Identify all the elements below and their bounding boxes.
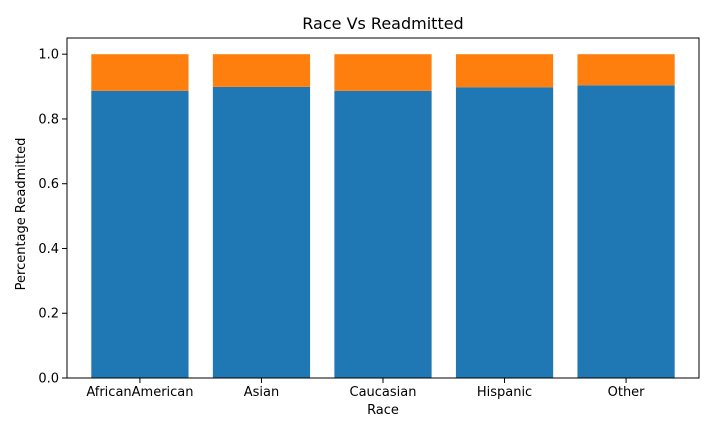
x-tick-label-hispanic: Hispanic	[477, 385, 532, 400]
bar-other-segment-1	[577, 85, 675, 379]
bar-asian-segment-2	[212, 54, 311, 87]
x-axis-ticks: AfricanAmerican Asian Caucasian Hispanic Oth…	[86, 378, 645, 400]
y-axis-ticks: 0.0 0.2 0.4 0.6 0.8 1.0	[38, 48, 67, 387]
bar-africanamerican-segment-2	[91, 54, 189, 91]
bar-hispanic-segment-2	[455, 54, 554, 88]
bar-hispanic-segment-1	[455, 87, 554, 378]
bar-africanamerican-segment-1	[91, 90, 189, 379]
x-tick-label-asian: Asian	[244, 385, 279, 400]
x-axis-title: Race	[367, 403, 399, 418]
bar-other-segment-2	[577, 54, 675, 86]
y-tick-label: 0.8	[38, 112, 59, 127]
x-tick-label-caucasian: Caucasian	[350, 385, 417, 400]
bars-layer	[91, 54, 675, 379]
y-tick-label: 0.0	[38, 372, 59, 387]
bar-asian-segment-1	[212, 86, 311, 379]
y-tick-label: 0.4	[38, 242, 59, 257]
y-axis-title: Percentage Readmitted	[14, 138, 29, 291]
x-tick-label-africanamerican: AfricanAmerican	[86, 385, 193, 400]
y-tick-label: 0.6	[38, 177, 59, 192]
bar-caucasian-segment-2	[334, 54, 432, 91]
x-tick-label-other: Other	[608, 385, 646, 400]
bar-caucasian-segment-1	[334, 90, 432, 379]
y-tick-label: 1.0	[38, 48, 59, 63]
chart-title: Race Vs Readmitted	[302, 14, 463, 33]
y-tick-label: 0.2	[38, 307, 59, 322]
